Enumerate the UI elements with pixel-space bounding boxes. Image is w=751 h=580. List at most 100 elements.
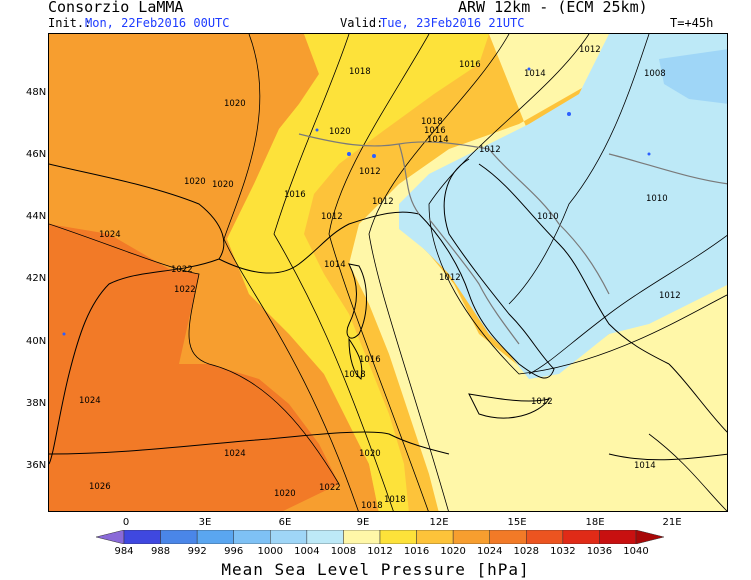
- isobar-label: 1016: [284, 190, 306, 200]
- colorbar-segment: [343, 530, 381, 544]
- colorbar-level-label: 1028: [513, 546, 540, 557]
- isobar-label: 1020: [329, 127, 351, 137]
- isobar-label: 1018: [421, 117, 443, 127]
- colorbar-level-label: 996: [224, 546, 244, 557]
- valid-time: Tue, 23Feb2016 21UTC: [380, 16, 525, 30]
- field-1004-1008: [659, 49, 727, 104]
- legend-title: Mean Sea Level Pressure [hPa]: [221, 560, 530, 579]
- isobar-label: 1016: [424, 126, 446, 136]
- lat-label: 42N: [26, 273, 47, 284]
- lon-label: 12E: [429, 517, 449, 528]
- lat-label: 40N: [26, 336, 47, 347]
- colorbar-segment: [416, 530, 454, 544]
- isobar-label: 1012: [372, 197, 394, 207]
- isobar-lines: [49, 34, 727, 511]
- lon-label: 21E: [662, 517, 682, 528]
- colorbar-segment: [452, 530, 490, 544]
- colorbar-level-label: 1020: [440, 546, 466, 557]
- colorbar-level-label: 1036: [586, 546, 613, 557]
- isobar-label: 1012: [531, 397, 553, 407]
- isobar-label: 1012: [321, 212, 343, 222]
- colorbar-level-label: 1008: [330, 546, 357, 557]
- isobar-label: 1008: [644, 69, 666, 79]
- isobar-label: 1018: [349, 67, 371, 77]
- init-time: Mon, 22Feb2016 00UTC: [85, 16, 230, 30]
- colorbar-segment: [306, 530, 344, 544]
- colorbar-level-label: 1032: [550, 546, 576, 557]
- isobar-label: 1020: [184, 177, 206, 187]
- pressure-map: 1012 1016 1014 1008 1020 1018 1020 1018 …: [48, 33, 728, 512]
- field-1012-1016: [349, 34, 727, 511]
- lat-label: 46N: [26, 149, 47, 160]
- lon-label: 18E: [585, 517, 605, 528]
- isobar-label: 1022: [319, 483, 341, 493]
- colorbar-segment: [160, 530, 198, 544]
- colorbar-level-label: 1024: [476, 546, 503, 557]
- init-label: Init.:: [48, 16, 92, 30]
- colorbar-segment: [379, 530, 417, 544]
- forecast-lead-time: T=+45h: [670, 16, 714, 30]
- colorbar-segment: [489, 530, 527, 544]
- isobar-label: 1026: [89, 482, 111, 492]
- lon-label: 15E: [507, 517, 527, 528]
- pressure-field-svg: 1012 1016 1014 1008 1020 1018 1020 1018 …: [49, 34, 727, 511]
- colorbar-level-label: 1004: [294, 546, 320, 557]
- field-1016-1020: [227, 34, 489, 511]
- lon-label: 6E: [278, 517, 292, 528]
- isobar-label: 1012: [439, 273, 461, 283]
- colorbar-segment: [196, 530, 234, 544]
- isobar-label: 1016: [459, 60, 481, 70]
- field-1008-1012: [399, 34, 727, 379]
- isobar-label: 1024: [79, 396, 101, 406]
- isobar-label: 1012: [659, 291, 681, 301]
- colorbar-segment: [599, 530, 637, 544]
- lat-label: 48N: [26, 87, 47, 98]
- pressure-colorbar: [96, 530, 664, 544]
- model-name-title: ARW 12km - (ECM 25km): [458, 0, 648, 16]
- isobar-label: 1012: [479, 145, 501, 155]
- isobar-label: 1020: [212, 180, 234, 190]
- isobar-label: 1012: [359, 167, 381, 177]
- colorbar-level-label: 988: [151, 546, 171, 557]
- isobar-label: 1024: [224, 449, 246, 459]
- colorbar-level-label: 1012: [367, 546, 393, 557]
- isobar-label: 1018: [361, 501, 383, 511]
- colorbar-level-label: 1040: [623, 546, 649, 557]
- colorbar-level-label: 1016: [403, 546, 430, 557]
- lon-label: 9E: [356, 517, 370, 528]
- lat-label: 44N: [26, 211, 47, 222]
- isobar-label: 1012: [579, 45, 601, 55]
- colorbar-level-label: 984: [114, 546, 134, 557]
- model-provider-title: Consorzio LaMMA: [48, 0, 184, 16]
- isobar-label: 1018: [384, 495, 406, 505]
- isobar-label: 1018: [344, 370, 366, 380]
- valid-label: Valid:: [340, 16, 384, 30]
- lat-label: 38N: [26, 398, 47, 409]
- isobar-label: 1010: [646, 194, 668, 204]
- colorbar-segment: [233, 530, 271, 544]
- colorbar-segment: [96, 530, 125, 544]
- isobar-label: 1014: [524, 69, 546, 79]
- isobar-labels: 1012 1016 1014 1008 1020 1018 1020 1018 …: [79, 45, 681, 511]
- isobar-label: 1022: [174, 285, 196, 295]
- isobar-label: 1020: [274, 489, 296, 499]
- colorbar-segment: [526, 530, 564, 544]
- isobar-label: 1010: [537, 212, 559, 222]
- colorbar-level-label: 992: [187, 546, 207, 557]
- isobar-label: 1020: [359, 449, 381, 459]
- isobar-label: 1022: [171, 265, 193, 275]
- colorbar-level-label: 1000: [257, 546, 284, 557]
- colorbar-segment: [123, 530, 161, 544]
- lat-label: 36N: [26, 460, 47, 471]
- lon-label: 3E: [198, 517, 212, 528]
- borders: [298, 133, 727, 345]
- isobar-label: 1020: [224, 99, 246, 109]
- colorbar-segment: [635, 530, 664, 544]
- coastlines: [49, 158, 727, 465]
- isobar-label: 1014: [427, 135, 449, 145]
- lakes: [62, 67, 651, 336]
- isobar-label: 1024: [99, 230, 121, 240]
- isobar-label: 1014: [324, 260, 346, 270]
- colorbar-segment: [562, 530, 600, 544]
- lon-label: 0: [122, 517, 130, 528]
